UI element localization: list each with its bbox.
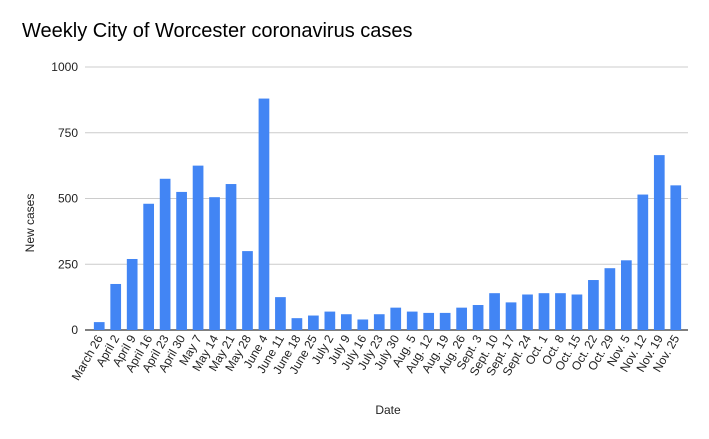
bar bbox=[225, 184, 237, 330]
bar bbox=[258, 98, 270, 330]
y-tick-label: 0 bbox=[71, 323, 78, 337]
bar bbox=[456, 307, 467, 330]
y-tick-labels: 0 250 500 750 1000 bbox=[51, 60, 78, 337]
chart-title: Weekly City of Worcester coronavirus cas… bbox=[22, 20, 413, 42]
bar bbox=[423, 312, 435, 330]
bar bbox=[588, 280, 599, 330]
bar bbox=[324, 311, 336, 330]
bar bbox=[209, 197, 220, 330]
bar bbox=[489, 293, 500, 330]
bar bbox=[571, 294, 583, 330]
bar bbox=[604, 268, 616, 330]
y-axis-title: New cases bbox=[23, 194, 37, 253]
bar bbox=[670, 185, 682, 330]
bar bbox=[357, 319, 369, 330]
y-tick-label: 250 bbox=[58, 257, 78, 271]
bar bbox=[620, 260, 632, 330]
bar bbox=[439, 312, 451, 330]
bar bbox=[340, 314, 352, 330]
bar bbox=[176, 191, 187, 330]
bar bbox=[406, 311, 418, 330]
bar bbox=[653, 155, 665, 330]
bar bbox=[110, 283, 122, 330]
gridlines bbox=[85, 66, 688, 331]
bar bbox=[522, 294, 533, 330]
bars bbox=[93, 98, 682, 330]
bar bbox=[373, 314, 385, 330]
bar bbox=[159, 178, 171, 330]
bar bbox=[505, 302, 517, 330]
bar bbox=[291, 318, 303, 330]
bar bbox=[472, 305, 484, 330]
bar bbox=[192, 165, 204, 330]
bar bbox=[390, 307, 402, 330]
bar bbox=[126, 258, 138, 330]
y-tick-label: 500 bbox=[58, 192, 78, 206]
y-tick-label: 750 bbox=[58, 126, 78, 140]
bar bbox=[555, 293, 566, 330]
bar bbox=[93, 322, 105, 330]
bar bbox=[143, 203, 155, 330]
bar bbox=[308, 315, 319, 330]
bar bbox=[275, 297, 286, 330]
bar bbox=[637, 194, 649, 330]
bar bbox=[242, 251, 253, 330]
bar bbox=[538, 293, 550, 330]
y-tick-label: 1000 bbox=[51, 60, 78, 74]
x-axis-title: Date bbox=[375, 403, 401, 417]
